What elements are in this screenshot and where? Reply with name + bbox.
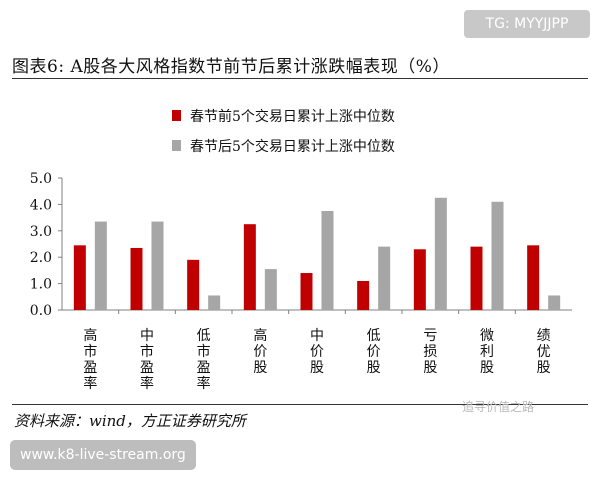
bar-before-2 [130,247,143,310]
y-tick-label: 5.0 [30,171,52,187]
bar-before-5 [300,273,313,310]
watermark-bottom: www.k8-live-stream.org [10,440,196,470]
bar-before-3 [187,259,200,310]
y-tick-label: 4.0 [30,197,52,213]
bar-after-1 [94,221,107,310]
category-label: 低市盈率 [197,328,211,392]
title-divider [12,78,588,79]
bar-before-9 [527,245,540,310]
chart-title: 图表6: A股各大风格指数节前节后累计涨跌幅表现（%） [12,57,450,77]
category-label: 绩优股 [537,328,551,376]
bar-after-5 [321,211,334,310]
bar-before-4 [243,224,256,310]
bar-after-3 [208,295,221,310]
category-label: 微利股 [480,328,494,376]
category-label: 亏损股 [423,328,437,376]
y-tick-label: 1.0 [30,277,52,293]
source-note: 资料来源：wind，方正证券研究所 [14,412,246,430]
category-label: 低价股 [367,328,381,376]
bar-after-9 [548,295,561,310]
bar-after-6 [378,246,391,310]
source-divider [12,404,588,405]
watermark-top: TG: MYYJJPP [464,10,590,38]
bar-before-6 [357,280,370,310]
watermark-mid: 追寻价值之路 [462,400,535,414]
category-label: 中价股 [310,328,324,376]
legend-swatch-1 [172,110,181,121]
legend-swatch-2 [172,140,181,151]
category-label: 高价股 [253,327,267,376]
y-tick-label: 0.0 [30,303,52,319]
category-label: 高市盈率 [83,327,97,392]
legend-label-1: 春节前5个交易日累计上涨中位数 [190,108,395,125]
y-tick-label: 2.0 [30,250,52,266]
bar-after-8 [491,201,504,310]
category-label: 中市盈率 [140,328,154,392]
bar-after-4 [264,269,277,310]
bar-before-7 [413,249,426,310]
bar-after-7 [434,197,447,310]
bar-after-2 [151,221,164,310]
y-tick-label: 3.0 [30,224,52,240]
bar-before-8 [470,246,483,310]
bar-before-1 [73,245,86,310]
legend-label-2: 春节后5个交易日累计上涨中位数 [190,138,395,155]
